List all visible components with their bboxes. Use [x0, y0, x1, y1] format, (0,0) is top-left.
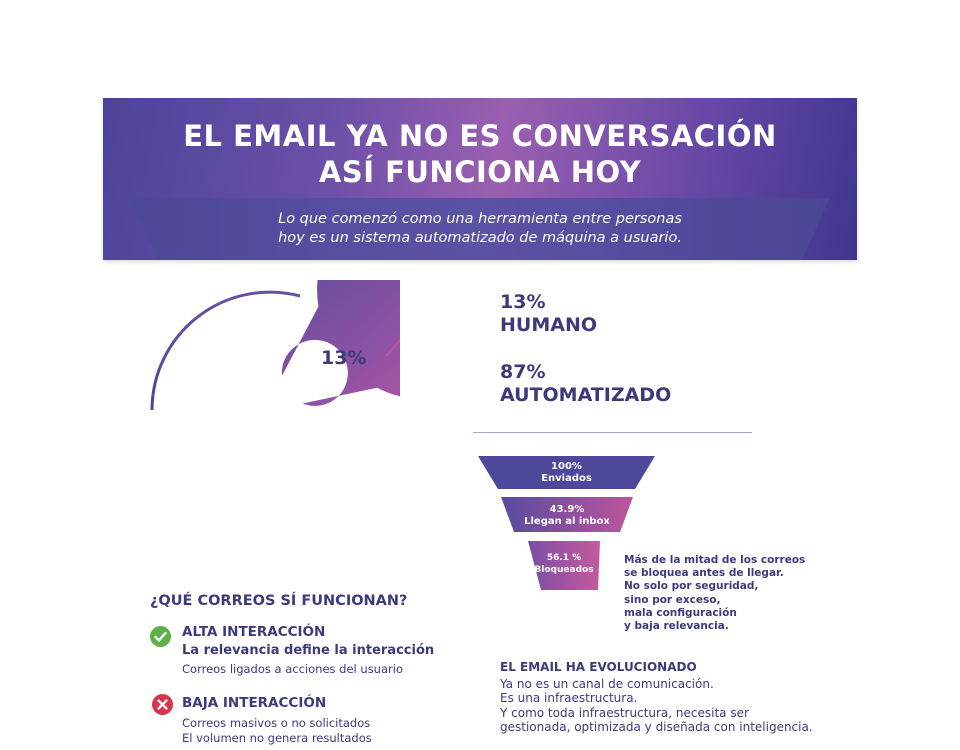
- banner-title-line1: EL EMAIL YA NO ES CONVERSACIÓN: [183, 119, 777, 153]
- funnel-inbox-value: 43.9%: [549, 504, 585, 515]
- evolution-line: Es una infraestructura.: [500, 691, 638, 705]
- stat-automated-value: 87%: [500, 361, 546, 383]
- funnel-level-blocked: [528, 541, 600, 590]
- funnel-inbox-text: 43.9% Llegan al inbox: [514, 504, 620, 528]
- low-interaction-line1: Correos masivos o no solicitados: [182, 716, 371, 730]
- evolution-line: Ya no es un canal de comunicación.: [500, 677, 714, 691]
- evolution-line: gestionada, optimizada y diseñada con in…: [500, 720, 813, 734]
- funnel-note-line: y baja relevancia.: [624, 620, 729, 633]
- evolution-title: EL EMAIL HA EVOLUCIONADO: [500, 660, 697, 674]
- section-title-which-emails: ¿QUÉ CORREOS SÍ FUNCIONAN?: [150, 593, 408, 609]
- funnel-sent-label: Enviados: [541, 473, 592, 484]
- donut-label-human: 13%: [321, 347, 367, 369]
- banner-subtitle: Lo que comenzó como una herramienta entr…: [130, 210, 830, 248]
- funnel-blocked-text: 56.1 % Bloqueados: [528, 552, 600, 576]
- high-interaction-line: Correos ligados a acciones del usuario: [182, 662, 403, 676]
- donut-slice-automated: [281, 280, 400, 406]
- high-interaction-strong: La relevancia define la interacción: [182, 643, 435, 658]
- divider: [473, 432, 752, 433]
- funnel-note-line: se bloquea antes de llegar.: [624, 567, 784, 580]
- funnel-sent-text: 100% Enviados: [498, 461, 635, 485]
- banner-title-line2: ASÍ FUNCIONA HOY: [318, 155, 642, 189]
- stat-automated-label: AUTOMATIZADO: [500, 384, 672, 406]
- funnel-level-inbox: [501, 497, 633, 532]
- funnel-level-sent: [478, 456, 655, 489]
- low-interaction-line2: El volumen no genera resultados: [182, 731, 372, 745]
- stat-human: 13% HUMANO: [500, 291, 597, 337]
- donut-chart: 13% 87%: [140, 280, 400, 540]
- x-icon: [152, 694, 173, 715]
- funnel-note-line: mala configuración: [624, 606, 737, 619]
- outer-arc: [150, 290, 301, 411]
- stat-human-value: 13%: [500, 291, 546, 313]
- funnel-blocked-label: Bloqueados: [534, 565, 594, 575]
- banner-subtitle-line2: hoy es un sistema automatizado de máquin…: [278, 230, 682, 246]
- funnel-svg: [478, 456, 655, 590]
- funnel-note-line: Más de la mitad de los correos: [624, 554, 806, 566]
- low-interaction-title: BAJA INTERACCIÓN: [182, 695, 327, 711]
- check-icon: [150, 626, 171, 647]
- banner-subtitle-line1: Lo que comenzó como una herramienta entr…: [278, 211, 682, 227]
- donut-label-automated: 87%: [203, 462, 249, 484]
- evolution-line: Y como toda infraestructura, necesita se…: [500, 706, 749, 720]
- funnel-note: Más de la mitad de los correos se bloque…: [624, 554, 805, 633]
- funnel-note-line: sino por exceso,: [624, 593, 721, 606]
- stat-human-label: HUMANO: [500, 314, 597, 336]
- funnel-chart: 100% Enviados 43.9% Llegan al inbox 56.1…: [478, 456, 658, 596]
- funnel-inbox-label: Llegan al inbox: [524, 516, 610, 527]
- subtitle-ribbon: [130, 198, 830, 260]
- funnel-blocked-value: 56.1 %: [546, 553, 582, 563]
- funnel-note-line: No solo por seguridad,: [624, 580, 759, 593]
- funnel-sent-value: 100%: [551, 461, 582, 472]
- high-interaction-title: ALTA INTERACCIÓN: [182, 624, 326, 640]
- donut-svg: [150, 280, 400, 411]
- banner-title: EL EMAIL YA NO ES CONVERSACIÓN ASÍ FUNCI…: [103, 118, 857, 190]
- stat-automated: 87% AUTOMATIZADO: [500, 361, 671, 407]
